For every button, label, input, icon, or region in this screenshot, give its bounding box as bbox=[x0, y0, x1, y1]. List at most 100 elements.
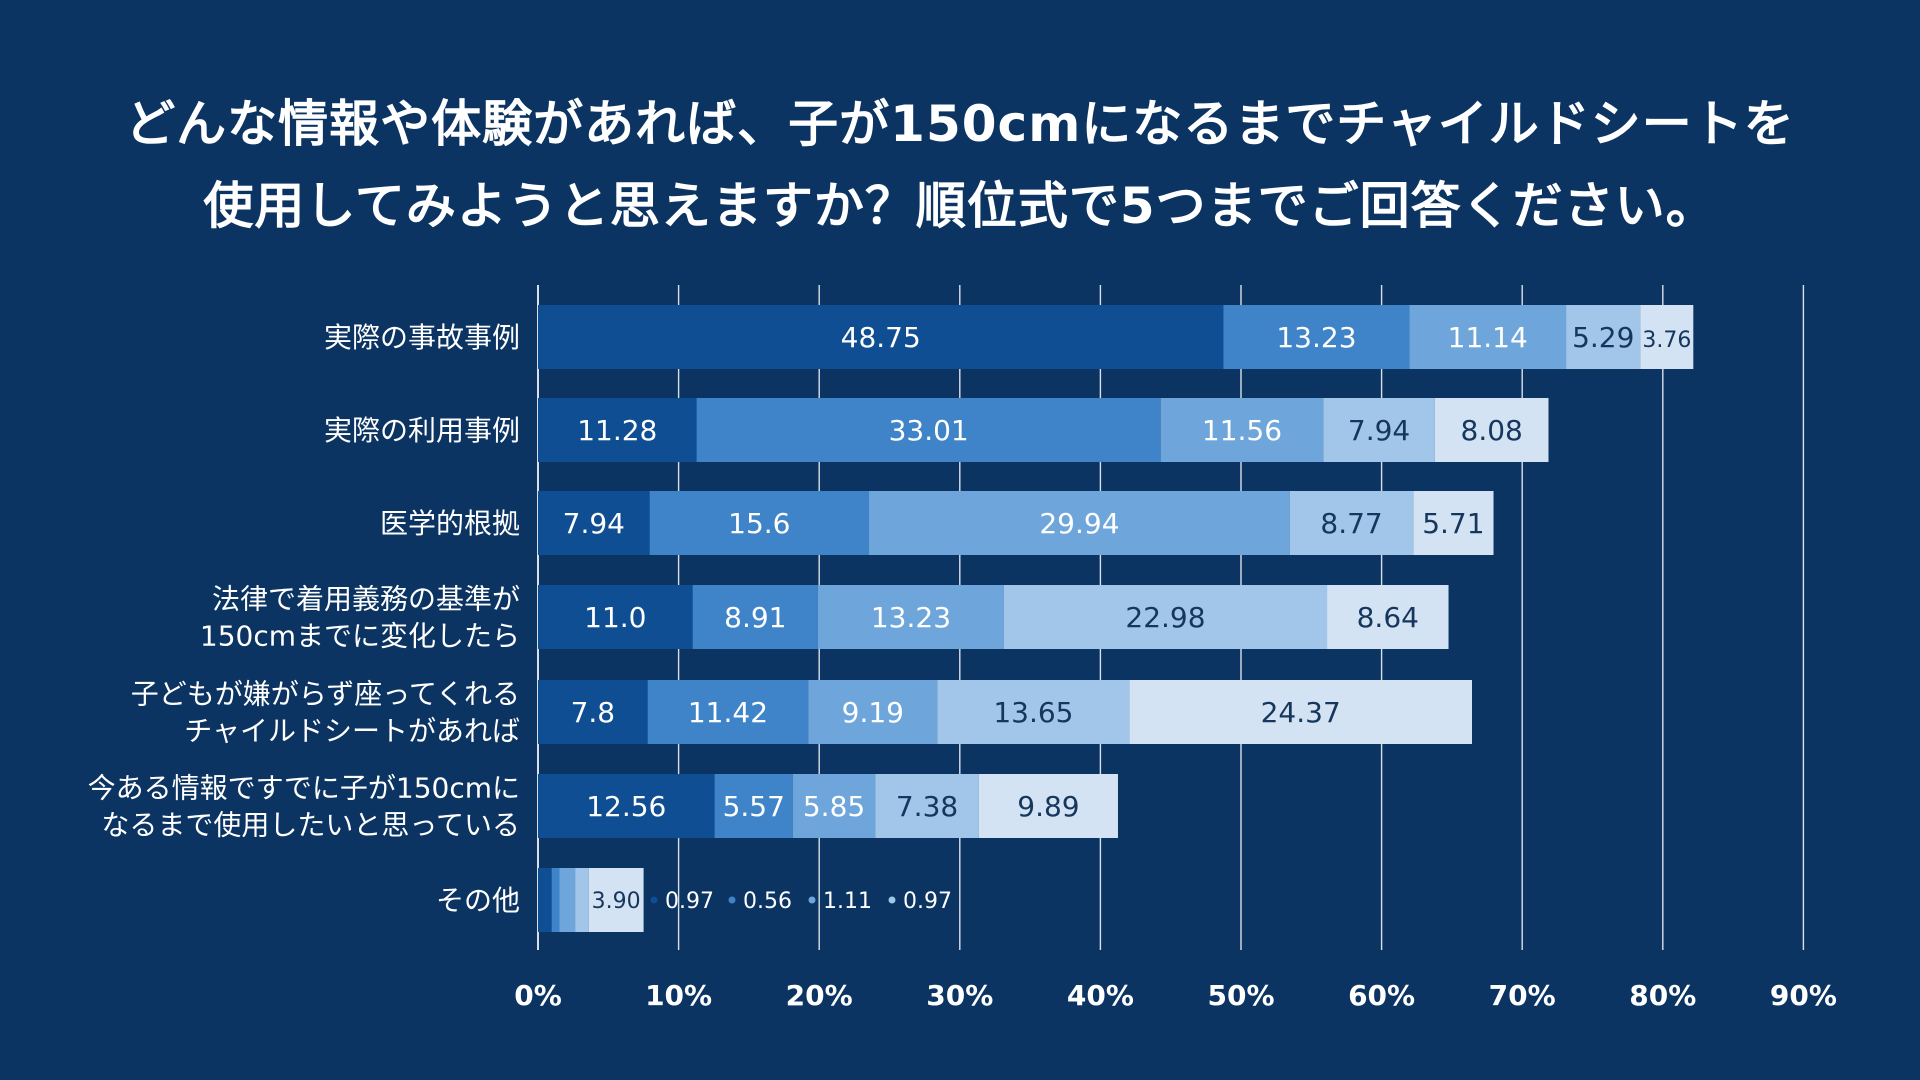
bar-segment bbox=[588, 868, 644, 932]
x-tick-label: 10% bbox=[645, 979, 712, 1012]
bar-segment bbox=[714, 774, 793, 838]
data-label: 0.97 bbox=[903, 889, 952, 914]
bar-segment bbox=[875, 774, 979, 838]
bar-segment bbox=[696, 398, 1161, 462]
category-label: 実際の事故事例 bbox=[324, 321, 520, 354]
data-label: 15.6 bbox=[728, 507, 790, 540]
data-label: 12.56 bbox=[586, 790, 666, 823]
data-label: 22.98 bbox=[1125, 601, 1205, 634]
bar-segment bbox=[1129, 680, 1473, 744]
data-label-marker bbox=[728, 896, 736, 904]
data-label: 11.42 bbox=[688, 696, 768, 729]
bar-segment bbox=[649, 491, 869, 555]
chart-title-line-2: 使用してみようと思えますか？順位式で5つまでご回答ください。 bbox=[203, 177, 1717, 235]
data-label-marker bbox=[888, 896, 896, 904]
bar-segment bbox=[1413, 491, 1494, 555]
x-tick-label: 40% bbox=[1067, 979, 1134, 1012]
bars bbox=[538, 305, 1694, 932]
data-label: 0.56 bbox=[743, 889, 792, 914]
data-label: 11.28 bbox=[577, 414, 657, 447]
data-label: 3.90 bbox=[592, 889, 641, 914]
bar-segment bbox=[538, 774, 715, 838]
data-label: 0.97 bbox=[665, 889, 714, 914]
x-tick-label: 30% bbox=[926, 979, 993, 1012]
bar-segment bbox=[1409, 305, 1567, 369]
data-label: 8.08 bbox=[1461, 414, 1523, 447]
data-label-marker bbox=[808, 896, 816, 904]
bar-segment bbox=[692, 585, 818, 649]
category-label: 法律で着用義務の基準が bbox=[212, 583, 520, 616]
data-label: 5.29 bbox=[1572, 321, 1634, 354]
data-label: 33.01 bbox=[889, 414, 969, 447]
data-label: 1.11 bbox=[823, 889, 872, 914]
data-label: 3.76 bbox=[1642, 328, 1691, 353]
x-tick-label: 80% bbox=[1629, 979, 1696, 1012]
bar-segment bbox=[1566, 305, 1641, 369]
bar-segment bbox=[1160, 398, 1324, 462]
x-tick-label: 20% bbox=[786, 979, 853, 1012]
data-label: 11.14 bbox=[1448, 321, 1528, 354]
bar-segment bbox=[538, 491, 650, 555]
bar-segment bbox=[1327, 585, 1449, 649]
category-label: 医学的根拠 bbox=[380, 507, 520, 540]
bar-segment bbox=[559, 868, 576, 932]
bar-segment bbox=[1640, 305, 1694, 369]
bar-segment bbox=[868, 491, 1290, 555]
bar-segment bbox=[538, 305, 1224, 369]
category-label: 150cmまでに変化したら bbox=[200, 620, 520, 653]
data-label: 13.23 bbox=[871, 601, 951, 634]
x-tick-label: 60% bbox=[1348, 979, 1415, 1012]
data-label: 7.8 bbox=[571, 696, 616, 729]
bar-segment bbox=[937, 680, 1130, 744]
data-label: 11.56 bbox=[1202, 414, 1282, 447]
data-label: 7.38 bbox=[896, 790, 958, 823]
x-tick-label: 70% bbox=[1489, 979, 1556, 1012]
data-label: 8.64 bbox=[1357, 601, 1419, 634]
data-label: 5.71 bbox=[1422, 507, 1484, 540]
bar-segment bbox=[538, 680, 648, 744]
bar-segment bbox=[1289, 491, 1414, 555]
bar-segment bbox=[808, 680, 938, 744]
bar-segment bbox=[1223, 305, 1410, 369]
bar-segment bbox=[817, 585, 1004, 649]
data-labels: 48.75 13.23 11.14 5.29 3.76 11.28 33.01 11.56 7.… bbox=[563, 321, 1692, 914]
bar-segment bbox=[1003, 585, 1328, 649]
data-label: 13.65 bbox=[993, 696, 1073, 729]
data-label-marker bbox=[650, 896, 658, 904]
category-label: 今ある情報ですでに子が150cmに bbox=[88, 772, 520, 805]
data-label: 11.0 bbox=[584, 601, 646, 634]
bar-segment bbox=[792, 774, 876, 838]
x-tick-label: 90% bbox=[1770, 979, 1837, 1012]
bar-segment bbox=[538, 398, 697, 462]
bar-segment bbox=[647, 680, 809, 744]
data-label: 5.57 bbox=[723, 790, 785, 823]
data-label: 29.94 bbox=[1039, 507, 1119, 540]
data-label: 7.94 bbox=[563, 507, 625, 540]
bar-segment bbox=[551, 868, 560, 932]
bar-segment bbox=[538, 585, 693, 649]
data-label: 8.91 bbox=[724, 601, 786, 634]
data-label: 9.89 bbox=[1017, 790, 1079, 823]
category-label: なるまで使用したいと思っている bbox=[101, 809, 520, 842]
category-label: チャイルドシートがあれば bbox=[184, 715, 520, 748]
bar-segment bbox=[1323, 398, 1435, 462]
data-label: 7.94 bbox=[1348, 414, 1410, 447]
bar-segment bbox=[538, 868, 552, 932]
data-label: 8.77 bbox=[1320, 507, 1382, 540]
category-label: 実際の利用事例 bbox=[324, 414, 520, 447]
data-label: 48.75 bbox=[841, 321, 921, 354]
x-axis-ticks: 0% 10% 20% 30% 40% 50% 60% 70% 80% 90% bbox=[514, 979, 1837, 1012]
data-label: 9.19 bbox=[842, 696, 904, 729]
data-label: 13.23 bbox=[1276, 321, 1356, 354]
bar-segment bbox=[978, 774, 1118, 838]
data-label: 24.37 bbox=[1261, 696, 1341, 729]
category-label: その他 bbox=[436, 884, 520, 917]
data-label: 5.85 bbox=[803, 790, 865, 823]
x-tick-label: 0% bbox=[514, 979, 562, 1012]
bar-segment bbox=[1434, 398, 1549, 462]
bar-segment bbox=[575, 868, 589, 932]
category-label: 子どもが嫌がらず座ってくれる bbox=[131, 678, 520, 711]
x-tick-label: 50% bbox=[1207, 979, 1274, 1012]
